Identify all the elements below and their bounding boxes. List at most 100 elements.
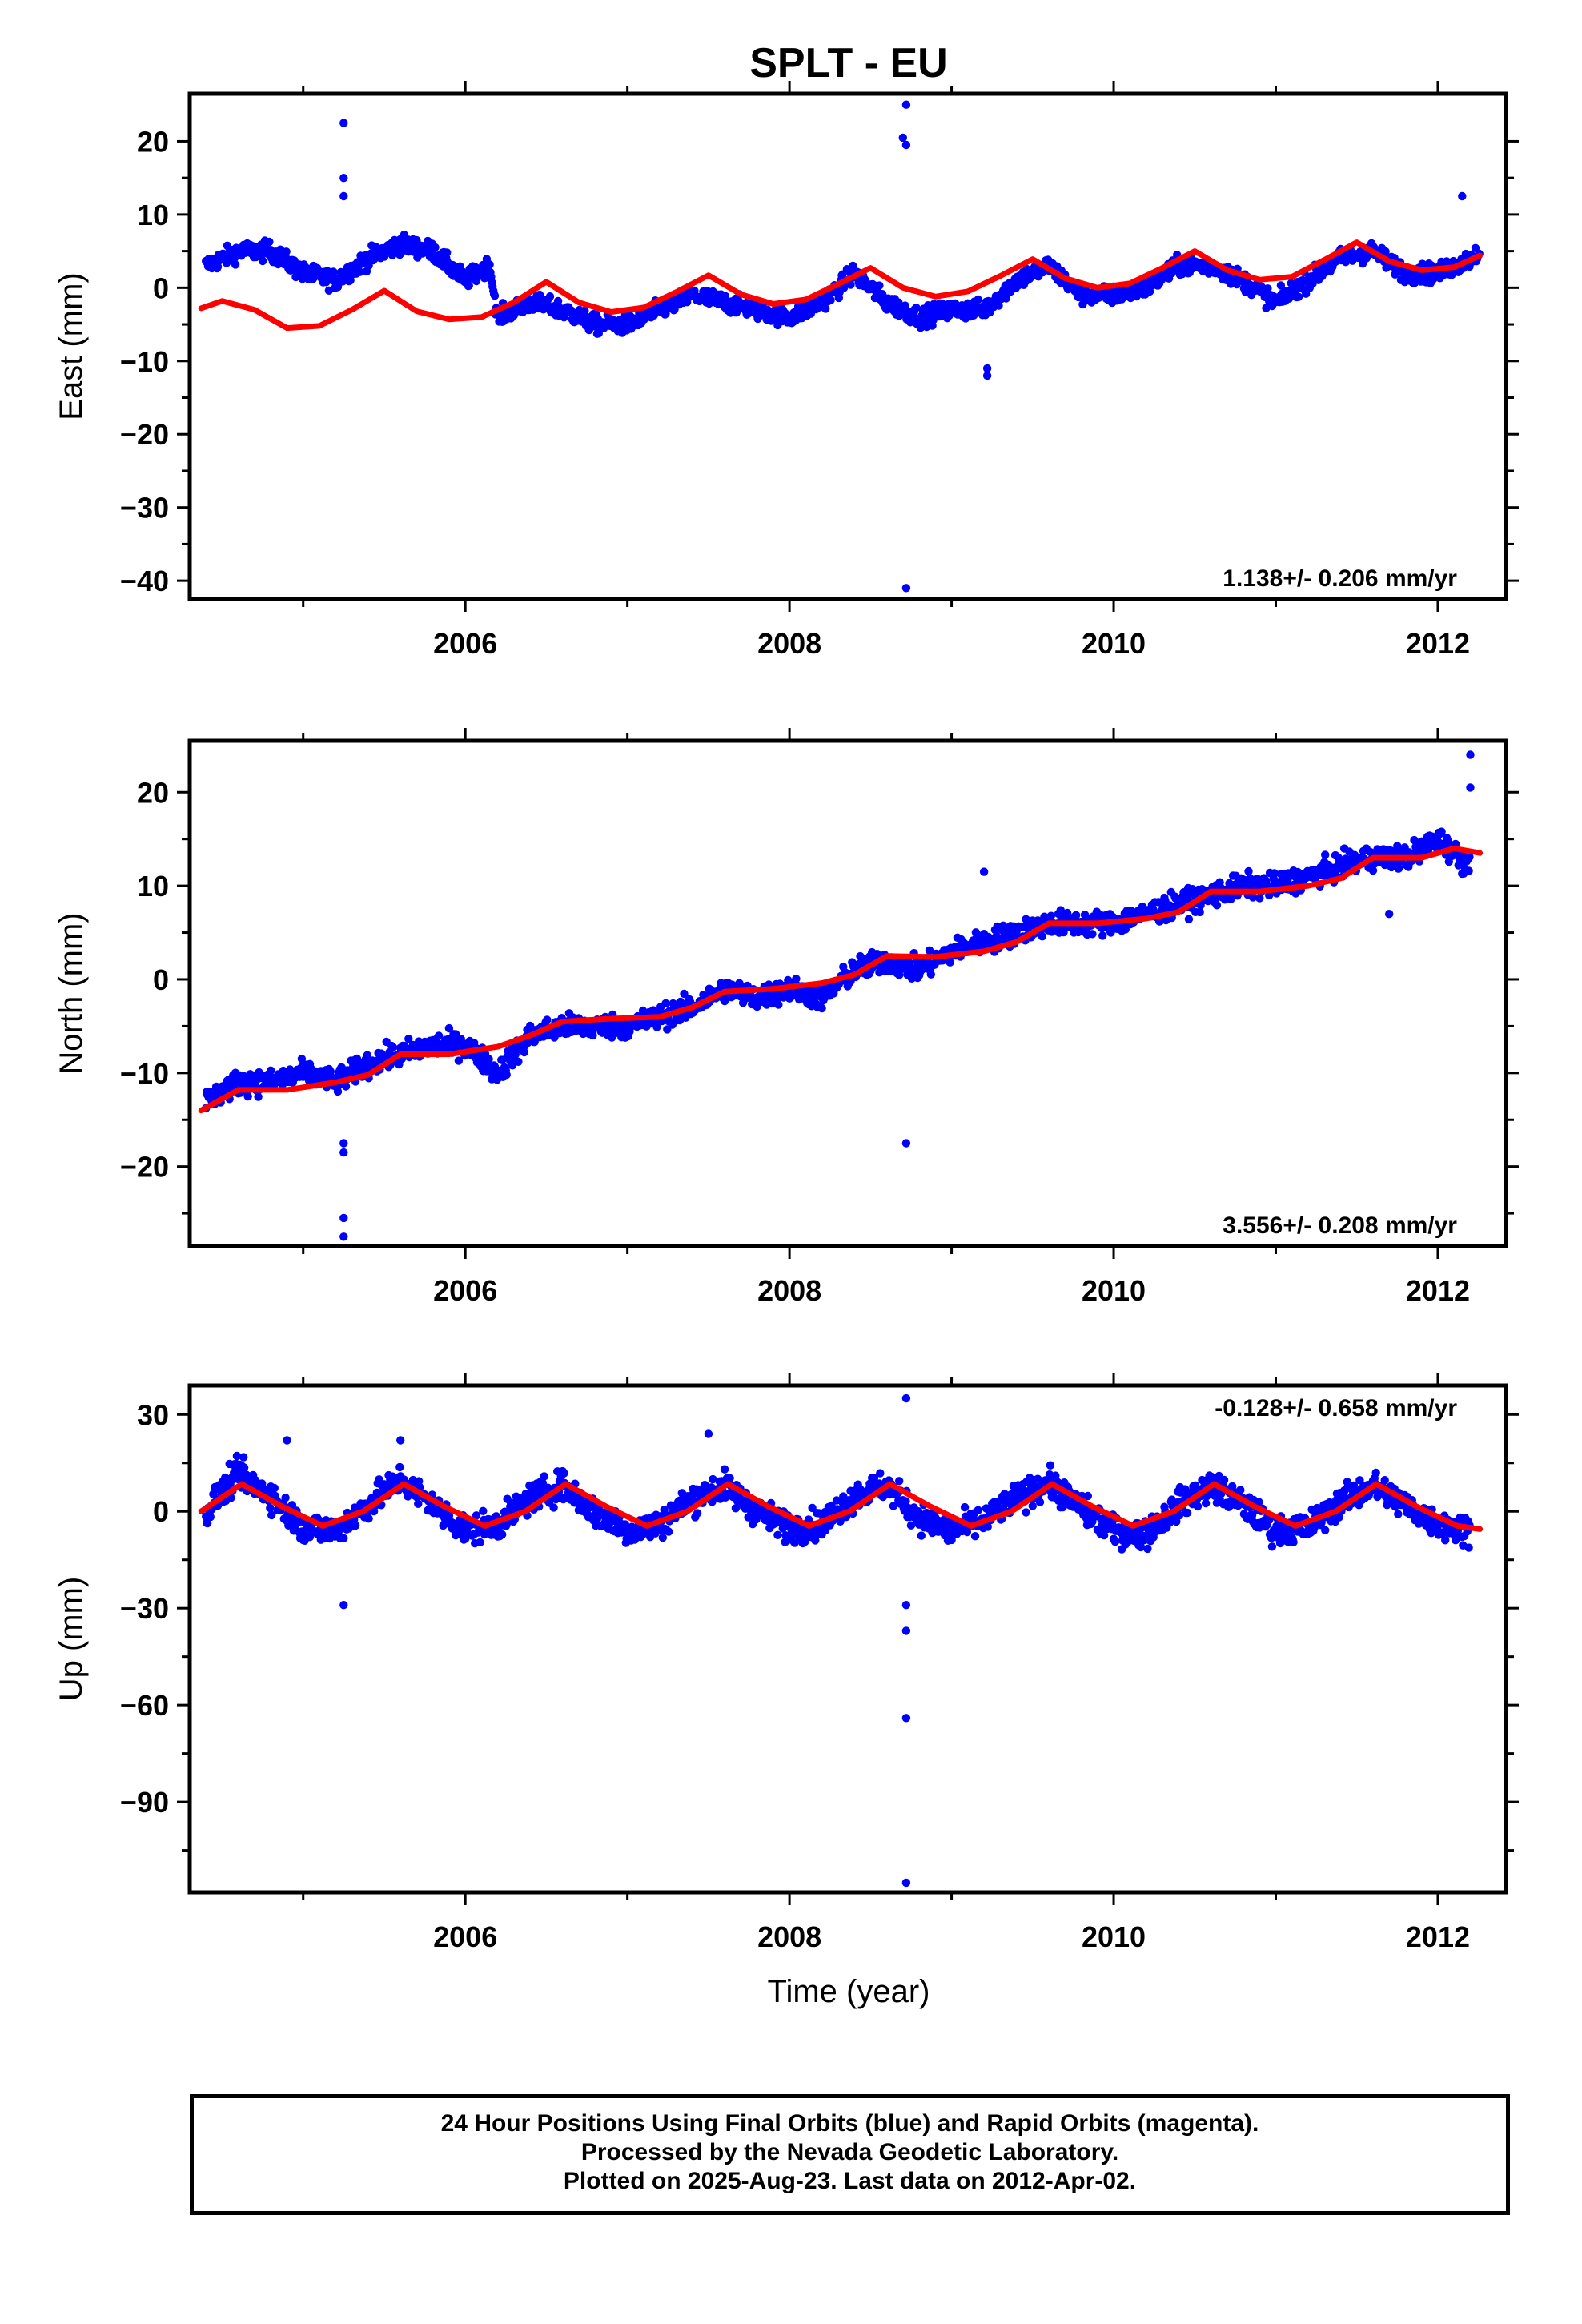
data-point bbox=[895, 1477, 904, 1486]
data-point bbox=[720, 996, 729, 1006]
data-point bbox=[498, 1530, 507, 1539]
plot-frame bbox=[187, 738, 1508, 1248]
outlier-point bbox=[339, 174, 348, 183]
data-point bbox=[1046, 1461, 1055, 1470]
data-point bbox=[649, 311, 658, 320]
data-point bbox=[1236, 1486, 1245, 1494]
data-point bbox=[1083, 1491, 1093, 1501]
data-point bbox=[535, 290, 544, 300]
data-point bbox=[404, 1035, 413, 1043]
data-point bbox=[588, 1031, 597, 1040]
data-point bbox=[239, 1453, 248, 1462]
data-point bbox=[239, 1463, 249, 1472]
data-point bbox=[1099, 1530, 1109, 1540]
data-point bbox=[1465, 852, 1474, 862]
data-point bbox=[817, 1003, 826, 1013]
data-point bbox=[553, 296, 563, 306]
model-curve bbox=[198, 845, 1484, 1114]
data-point bbox=[1270, 869, 1279, 878]
data-point bbox=[270, 1483, 279, 1493]
data-point bbox=[490, 292, 500, 300]
data-point bbox=[1381, 247, 1390, 256]
data-point bbox=[917, 1531, 926, 1540]
y-tick-label: −20 bbox=[120, 418, 169, 451]
data-point bbox=[926, 970, 936, 979]
y-axis-label: East (mm) bbox=[54, 272, 89, 420]
data-point bbox=[443, 248, 452, 257]
data-point bbox=[580, 306, 589, 316]
outlier-point bbox=[339, 1213, 348, 1223]
data-point bbox=[652, 1023, 661, 1031]
y-tick-label: 10 bbox=[137, 870, 169, 903]
data-point bbox=[1174, 1511, 1184, 1520]
data-point bbox=[1248, 893, 1258, 902]
data-point bbox=[520, 1047, 528, 1057]
data-point bbox=[434, 1031, 444, 1040]
data-point bbox=[1294, 292, 1303, 301]
data-point bbox=[1263, 284, 1272, 293]
data-point bbox=[1051, 1471, 1060, 1480]
data-point bbox=[1244, 866, 1253, 876]
data-point bbox=[1464, 866, 1473, 875]
y-tick-label: 20 bbox=[137, 125, 169, 158]
data-point bbox=[804, 1515, 813, 1524]
data-point bbox=[901, 1497, 910, 1506]
data-point bbox=[836, 1517, 845, 1526]
data-point bbox=[254, 1092, 263, 1101]
x-tick-label: 2006 bbox=[433, 627, 497, 660]
data-point bbox=[1098, 931, 1107, 940]
y-tick-label: 0 bbox=[153, 271, 169, 304]
x-tick-label: 2012 bbox=[1406, 1274, 1470, 1307]
data-point bbox=[680, 989, 689, 999]
outlier-point bbox=[1466, 750, 1475, 759]
outlier-point bbox=[898, 133, 908, 143]
data-point bbox=[960, 1502, 970, 1512]
data-point bbox=[414, 1499, 423, 1509]
x-tick-label: 2010 bbox=[1082, 627, 1146, 660]
data-point bbox=[339, 1534, 348, 1543]
data-point bbox=[725, 1474, 734, 1483]
data-point bbox=[974, 1506, 982, 1515]
outlier-point bbox=[901, 100, 911, 109]
data-point bbox=[1002, 294, 1010, 303]
data-point bbox=[243, 1092, 252, 1101]
data-point bbox=[1321, 850, 1330, 859]
outlier-point bbox=[982, 371, 992, 380]
data-point bbox=[388, 1043, 398, 1052]
outlier-point bbox=[982, 364, 992, 373]
x-tick-label: 2006 bbox=[433, 1274, 497, 1307]
outlier-point bbox=[339, 191, 348, 201]
data-point bbox=[231, 260, 240, 269]
data-point bbox=[1184, 915, 1194, 924]
y-tick-label: 0 bbox=[153, 963, 169, 996]
data-point bbox=[721, 292, 730, 300]
data-points bbox=[202, 750, 1475, 1241]
data-point bbox=[1201, 1498, 1211, 1508]
data-point bbox=[444, 1023, 454, 1033]
data-point bbox=[282, 247, 291, 256]
data-point bbox=[1071, 911, 1081, 920]
x-tick-label: 2008 bbox=[757, 627, 821, 660]
data-point bbox=[846, 280, 855, 289]
data-point bbox=[1022, 1508, 1030, 1517]
data-point bbox=[889, 1502, 898, 1510]
data-point bbox=[912, 304, 921, 312]
x-tick-label: 2012 bbox=[1406, 627, 1470, 660]
data-point bbox=[994, 301, 1003, 310]
data-point bbox=[1046, 911, 1056, 920]
outlier-point bbox=[1385, 910, 1394, 919]
data-point bbox=[232, 1451, 242, 1461]
figure-title: SPLT - EU bbox=[749, 40, 947, 86]
outlier-point bbox=[1458, 191, 1467, 201]
data-point bbox=[1038, 932, 1047, 941]
data-point bbox=[1059, 927, 1068, 937]
data-point bbox=[461, 1534, 470, 1543]
data-point bbox=[895, 971, 904, 979]
data-point bbox=[693, 1509, 702, 1518]
data-point bbox=[543, 1015, 552, 1024]
data-point bbox=[540, 1472, 548, 1481]
data-point bbox=[396, 1462, 404, 1472]
data-point bbox=[346, 276, 355, 285]
data-point bbox=[658, 1533, 667, 1542]
